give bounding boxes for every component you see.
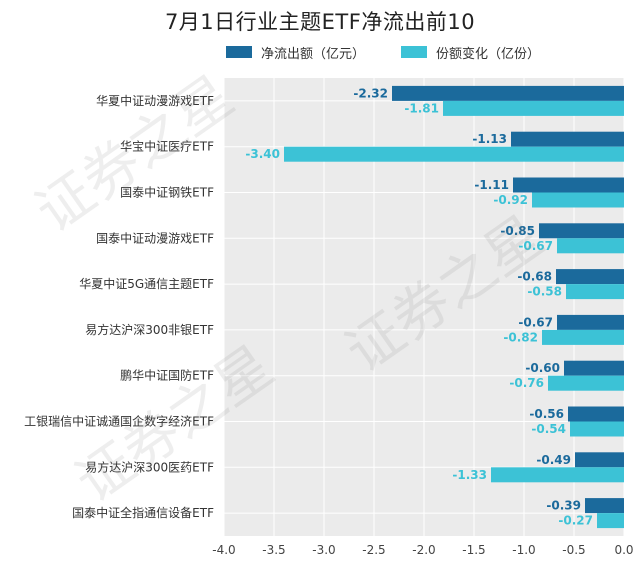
category-label: 国泰中证动漫游戏ETF	[96, 230, 214, 245]
data-label-share-change: -0.82	[503, 330, 538, 344]
legend: 净流出额（亿元） 份额变化（亿份）	[226, 43, 576, 62]
category-label: 华宝中证医疗ETF	[120, 139, 214, 154]
category-label: 易方达沪深300医药ETF	[85, 459, 214, 474]
data-label-net-outflow: -1.13	[472, 132, 507, 146]
x-tick-label: -1.5	[462, 543, 485, 557]
category-label: 国泰中证钢铁ETF	[120, 185, 214, 200]
bar-share-change	[597, 513, 624, 529]
category-label: 华夏中证5G通信主题ETF	[79, 276, 214, 291]
bar-share-change	[542, 329, 624, 345]
bar-share-change	[570, 421, 624, 437]
data-label-net-outflow: -0.67	[518, 315, 553, 329]
bar-net-outflow	[568, 406, 624, 422]
bar-net-outflow	[556, 269, 624, 285]
data-label-share-change: -0.58	[527, 285, 562, 299]
data-label-share-change: -1.81	[404, 101, 439, 115]
data-label-share-change: -3.40	[245, 147, 280, 161]
category-label: 国泰中证全指通信设备ETF	[72, 505, 214, 520]
x-tick-label: -1.0	[512, 543, 535, 557]
x-tick-label: 0.0	[614, 543, 633, 557]
bar-net-outflow	[511, 131, 624, 147]
data-label-share-change: -0.54	[531, 422, 566, 436]
x-tick-label: -2.0	[412, 543, 435, 557]
x-tick-label: -4.0	[212, 543, 235, 557]
data-label-share-change: -0.92	[493, 193, 528, 207]
legend-swatch-share-change	[401, 46, 428, 58]
category-label: 易方达沪深300非银ETF	[85, 322, 214, 337]
bar-net-outflow	[564, 360, 624, 376]
bar-net-outflow	[585, 498, 624, 514]
x-tick-label: -2.5	[362, 543, 385, 557]
bar-share-change	[491, 467, 624, 483]
bar-share-change	[548, 375, 624, 391]
data-label-net-outflow: -0.39	[546, 499, 581, 513]
bar-net-outflow	[513, 177, 624, 193]
legend-swatch-net-outflow	[226, 46, 252, 58]
data-label-net-outflow: -0.56	[529, 407, 564, 421]
x-tick-label: -0.5	[562, 543, 585, 557]
category-label: 华夏中证动漫游戏ETF	[96, 93, 214, 108]
data-label-net-outflow: -0.49	[536, 453, 571, 467]
data-label-net-outflow: -2.32	[353, 86, 388, 100]
data-label-share-change: -1.33	[452, 468, 487, 482]
category-label: 鹏华中证国防ETF	[120, 368, 214, 383]
legend-label-net-outflow: 净流出额（亿元）	[261, 46, 366, 62]
category-label: 工银瑞信中证诚通国企数字经济ETF	[24, 414, 214, 429]
chart-title: 7月1日行业主题ETF净流出前10	[164, 10, 476, 34]
x-tick-label: -3.0	[312, 543, 335, 557]
legend-item-net-outflow: 净流出额（亿元）	[226, 43, 365, 62]
data-label-share-change: -0.76	[509, 376, 544, 390]
legend-label-share-change: 份额变化（亿份）	[436, 46, 541, 62]
bar-share-change	[443, 100, 624, 116]
data-label-net-outflow: -0.85	[500, 224, 535, 238]
bar-share-change	[284, 146, 624, 162]
data-label-share-change: -0.67	[518, 239, 553, 253]
legend-item-share-change: 份额变化（亿份）	[401, 43, 540, 62]
data-label-share-change: -0.27	[558, 514, 593, 528]
bar-net-outflow	[539, 223, 624, 239]
data-label-net-outflow: -1.11	[474, 178, 509, 192]
x-tick-label: -3.5	[262, 543, 285, 557]
data-label-net-outflow: -0.68	[517, 270, 552, 284]
bar-net-outflow	[575, 452, 624, 468]
data-label-net-outflow: -0.60	[525, 361, 560, 375]
bar-net-outflow	[392, 85, 624, 101]
bar-net-outflow	[557, 314, 624, 330]
bar-share-change	[557, 238, 624, 254]
bar-share-change	[532, 192, 624, 208]
bar-share-change	[566, 284, 624, 300]
